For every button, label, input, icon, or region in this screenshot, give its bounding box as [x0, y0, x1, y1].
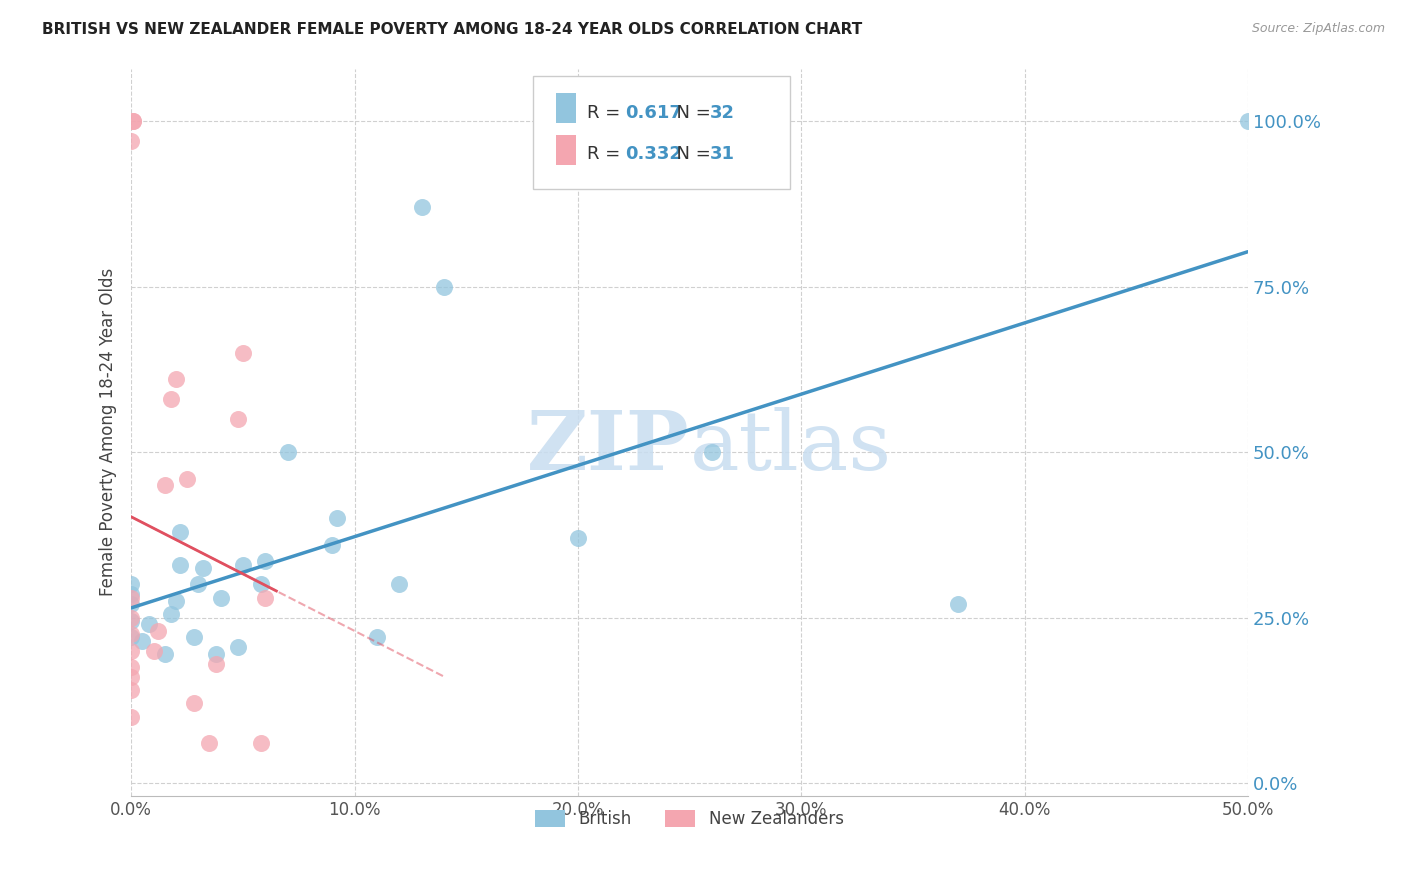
Text: R =: R = [586, 103, 626, 121]
Point [122, 114, 145, 128]
Point [120, 709, 142, 723]
Point [160, 607, 183, 622]
Text: 0.332: 0.332 [624, 145, 682, 163]
Point [146, 624, 169, 638]
Text: BRITISH VS NEW ZEALANDER FEMALE POVERTY AMONG 18-24 YEAR OLDS CORRELATION CHART: BRITISH VS NEW ZEALANDER FEMALE POVERTY … [42, 22, 862, 37]
Point [254, 554, 277, 568]
Point [411, 201, 433, 215]
Text: 32: 32 [710, 103, 735, 121]
Text: ZIP: ZIP [527, 407, 689, 487]
Point [946, 597, 969, 611]
Point [138, 617, 160, 632]
Text: atlas: atlas [689, 407, 891, 487]
Point [198, 736, 221, 750]
Point [120, 591, 142, 605]
Point [205, 657, 228, 671]
Point [120, 614, 142, 628]
Point [169, 558, 191, 572]
Point [567, 531, 589, 545]
FancyBboxPatch shape [555, 94, 575, 123]
Point [120, 631, 142, 645]
Point [176, 472, 198, 486]
Point [153, 647, 176, 661]
Point [160, 392, 183, 407]
Text: R =: R = [586, 145, 626, 163]
Point [120, 577, 142, 591]
Point [325, 511, 347, 525]
Point [165, 372, 187, 386]
Point [321, 538, 343, 552]
Text: N =: N = [665, 103, 717, 121]
Point [183, 697, 205, 711]
Point [153, 478, 176, 492]
Text: Source: ZipAtlas.com: Source: ZipAtlas.com [1251, 22, 1385, 36]
Point [205, 647, 228, 661]
Point [120, 627, 142, 641]
Point [120, 643, 142, 657]
Point [249, 736, 271, 750]
Point [433, 280, 456, 294]
Point [388, 577, 411, 591]
Point [120, 134, 142, 148]
Point [120, 670, 142, 684]
Point [228, 640, 250, 655]
Point [142, 643, 165, 657]
Point [277, 445, 299, 459]
FancyBboxPatch shape [555, 135, 575, 164]
Legend: British, New Zealanders: British, New Zealanders [529, 804, 851, 835]
Text: N =: N = [665, 145, 717, 163]
Point [232, 346, 254, 360]
Point [120, 683, 142, 698]
Text: 31: 31 [710, 145, 735, 163]
FancyBboxPatch shape [533, 76, 790, 188]
Point [187, 577, 209, 591]
Point [120, 597, 142, 611]
Point [1237, 114, 1260, 128]
Point [131, 633, 153, 648]
Y-axis label: Female Poverty Among 18-24 Year Olds: Female Poverty Among 18-24 Year Olds [100, 268, 117, 597]
Point [700, 445, 723, 459]
Point [366, 631, 388, 645]
Point [228, 412, 250, 426]
Point [232, 558, 254, 572]
Point [249, 577, 271, 591]
Point [169, 524, 191, 539]
Point [120, 610, 142, 624]
Point [209, 591, 232, 605]
Point [120, 587, 142, 601]
Point [120, 660, 142, 674]
Text: 0.617: 0.617 [624, 103, 682, 121]
Point [165, 594, 187, 608]
Point [191, 561, 214, 575]
Point [254, 591, 277, 605]
Point [122, 114, 145, 128]
Point [183, 631, 205, 645]
